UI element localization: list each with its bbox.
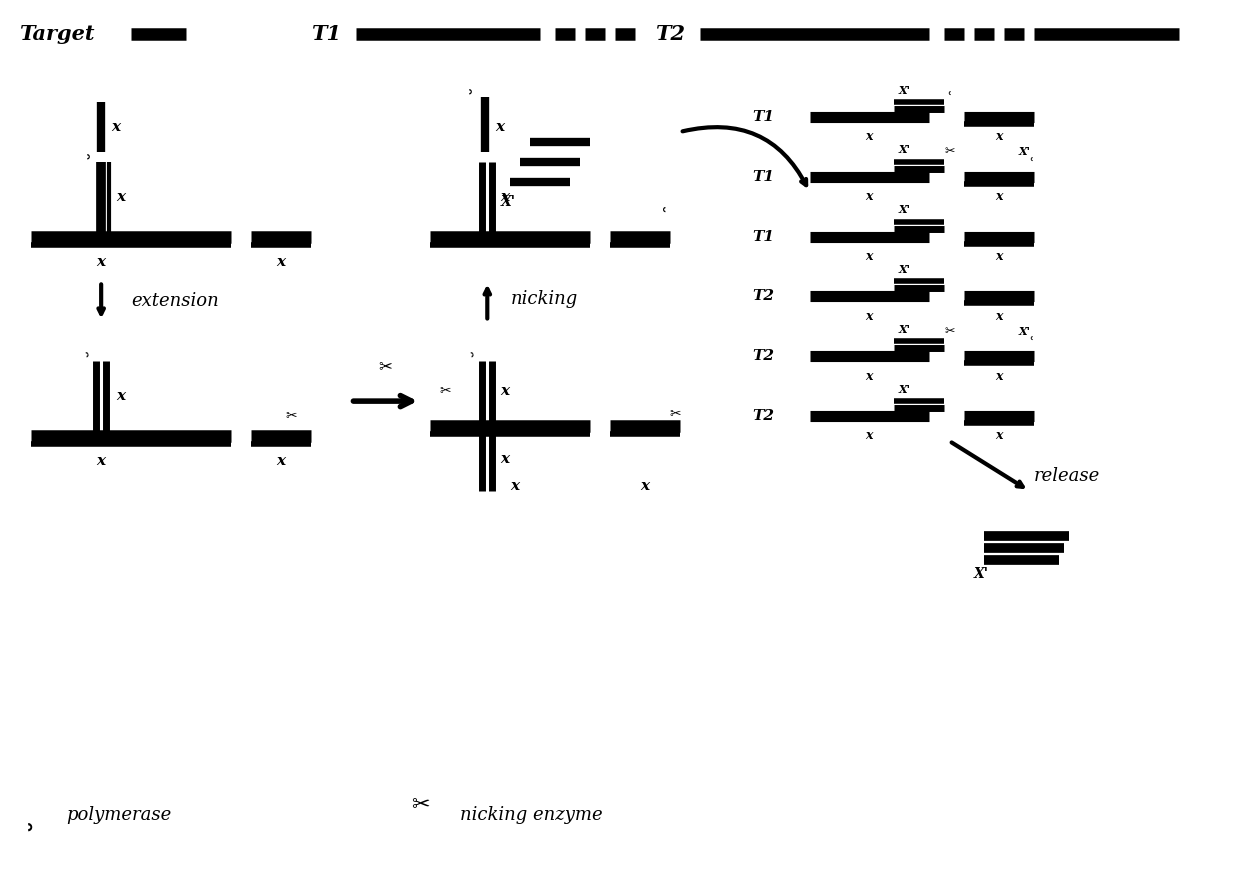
Text: x: x bbox=[117, 389, 125, 403]
Text: x: x bbox=[640, 479, 650, 493]
Text: nicking enzyme: nicking enzyme bbox=[460, 806, 603, 824]
Text: release: release bbox=[1034, 467, 1100, 485]
Text: X': X' bbox=[898, 324, 910, 334]
Text: x: x bbox=[866, 131, 873, 144]
Text: ✂: ✂ bbox=[412, 795, 430, 814]
Text: T2: T2 bbox=[753, 409, 775, 423]
Text: x: x bbox=[996, 190, 1003, 203]
Text: ʿ: ʿ bbox=[464, 338, 472, 356]
Text: T1: T1 bbox=[753, 230, 775, 244]
Text: x: x bbox=[996, 131, 1003, 144]
Text: polymerase: polymerase bbox=[66, 806, 171, 824]
Text: x: x bbox=[495, 120, 505, 134]
Text: x: x bbox=[97, 454, 105, 468]
Text: X': X' bbox=[898, 84, 910, 96]
Text: ʿ: ʿ bbox=[947, 92, 951, 106]
Text: ʿ: ʿ bbox=[1029, 158, 1033, 172]
Text: x: x bbox=[500, 452, 510, 466]
Text: T1: T1 bbox=[753, 170, 775, 184]
Text: x: x bbox=[866, 429, 873, 442]
Text: ʿ: ʿ bbox=[83, 138, 89, 157]
Text: x: x bbox=[500, 190, 510, 204]
Text: x: x bbox=[866, 250, 873, 263]
Text: X': X' bbox=[898, 204, 910, 215]
Text: ʿ: ʿ bbox=[79, 338, 88, 356]
Text: x: x bbox=[866, 369, 873, 382]
Text: x: x bbox=[112, 120, 120, 134]
Text: x: x bbox=[277, 254, 285, 268]
Text: X': X' bbox=[1018, 326, 1030, 337]
Text: X': X' bbox=[975, 566, 990, 581]
Text: ✂: ✂ bbox=[378, 357, 393, 375]
Text: x: x bbox=[500, 384, 510, 398]
Text: T2: T2 bbox=[753, 289, 775, 303]
Text: x: x bbox=[511, 479, 520, 493]
Text: ✂: ✂ bbox=[944, 145, 955, 159]
Text: x: x bbox=[277, 454, 285, 468]
Text: Target: Target bbox=[20, 24, 94, 44]
Text: ʿ: ʿ bbox=[662, 206, 667, 225]
Text: x: x bbox=[996, 250, 1003, 263]
Text: ʿ: ʿ bbox=[21, 800, 31, 829]
Text: x: x bbox=[866, 310, 873, 323]
Text: ʿ: ʿ bbox=[465, 73, 471, 92]
Text: X': X' bbox=[1018, 146, 1030, 158]
Text: x: x bbox=[996, 369, 1003, 382]
Text: X': X' bbox=[898, 383, 910, 395]
Text: ✂: ✂ bbox=[285, 409, 296, 423]
Text: extension: extension bbox=[131, 293, 218, 310]
Text: x: x bbox=[866, 190, 873, 203]
Text: T2: T2 bbox=[655, 24, 684, 44]
Text: ʿ: ʿ bbox=[1029, 337, 1033, 351]
Text: X': X' bbox=[898, 145, 910, 155]
Text: X': X' bbox=[898, 264, 910, 275]
Text: T1: T1 bbox=[753, 110, 775, 124]
Text: x: x bbox=[996, 429, 1003, 442]
Text: T1: T1 bbox=[311, 24, 341, 44]
Text: T2: T2 bbox=[753, 349, 775, 363]
Text: nicking: nicking bbox=[510, 290, 578, 308]
Text: x: x bbox=[117, 190, 125, 204]
Text: x: x bbox=[996, 310, 1003, 323]
Text: X': X' bbox=[500, 195, 516, 209]
Text: x: x bbox=[97, 254, 105, 268]
Text: ✂: ✂ bbox=[944, 325, 955, 338]
Text: ✂: ✂ bbox=[439, 384, 451, 398]
Text: ✂: ✂ bbox=[670, 407, 681, 421]
